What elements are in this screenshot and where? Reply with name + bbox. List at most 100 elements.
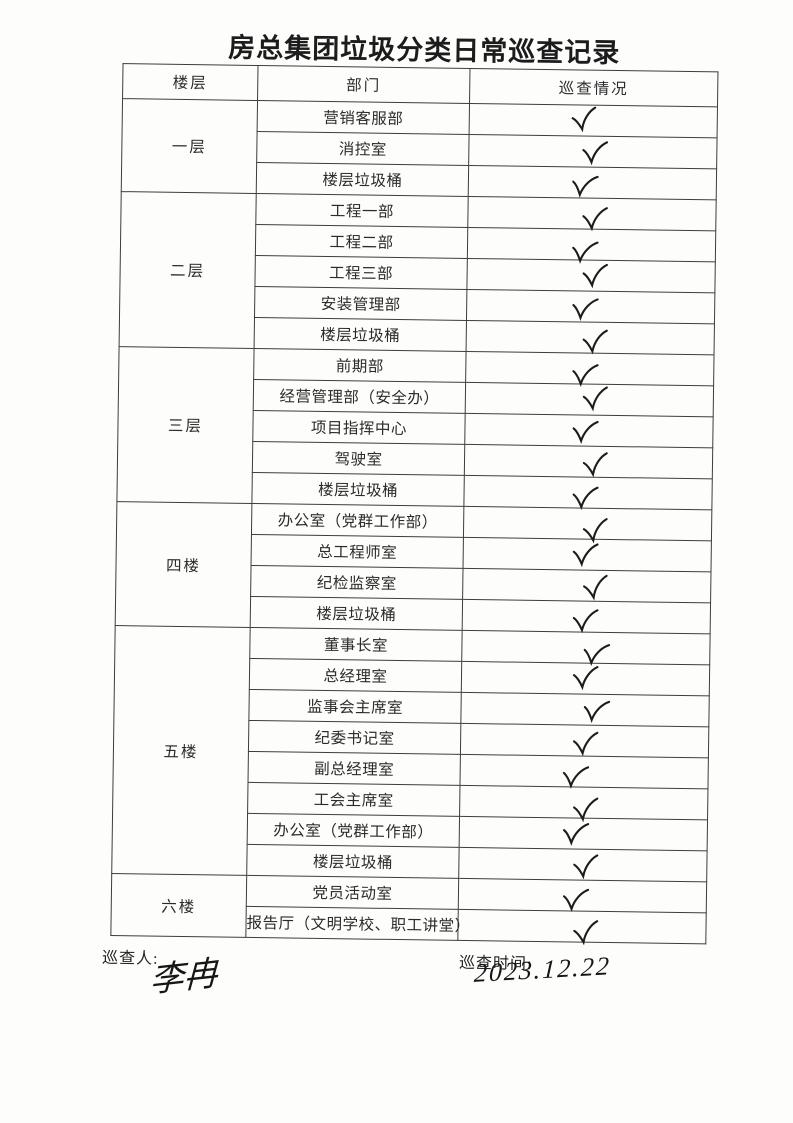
checkmark-icon xyxy=(568,294,599,322)
department-cell: 消控室 xyxy=(256,131,470,166)
checkmark-icon xyxy=(568,105,600,133)
department-cell: 驾驶室 xyxy=(252,441,465,476)
status-cell xyxy=(468,165,717,200)
checkmark-icon xyxy=(567,171,599,200)
department-cell: 纪委书记室 xyxy=(248,720,461,755)
table-row: 工程二部 xyxy=(120,223,716,264)
table-row: 办公室（党群工作部） xyxy=(112,812,708,851)
table-row: 总工程师室 xyxy=(116,533,712,572)
status-cell xyxy=(458,847,708,882)
status-cell xyxy=(458,878,707,913)
status-cell xyxy=(464,444,713,479)
floor-cell: 三层 xyxy=(116,346,255,504)
checkmark-icon xyxy=(568,360,599,388)
table-row: 纪检监察室 xyxy=(116,564,711,603)
status-cell xyxy=(465,351,715,388)
department-cell: 董事长室 xyxy=(249,627,463,662)
status-cell xyxy=(457,909,707,946)
checkmark-icon xyxy=(559,819,590,846)
checkmark-icon xyxy=(579,262,609,289)
status-cell xyxy=(461,630,711,667)
status-cell xyxy=(460,723,709,758)
department-cell: 副总经理室 xyxy=(248,751,461,786)
table-row: 楼层垃圾桶 xyxy=(112,843,708,882)
floor-cell: 六楼 xyxy=(110,873,247,938)
table-row: 楼层垃圾桶 xyxy=(119,316,715,355)
department-cell: 报告厅（文明学校、职工讲堂） xyxy=(245,906,471,941)
department-cell: 楼层垃圾桶 xyxy=(250,596,463,631)
table-row: 消控室 xyxy=(122,130,718,169)
department-cell: 经营管理部（安全办） xyxy=(253,379,466,414)
checkmark-icon xyxy=(569,484,599,511)
department-cell: 工会主席室 xyxy=(247,782,460,817)
checkmark-icon xyxy=(568,237,600,265)
table-row: 经营管理部（安全办） xyxy=(118,378,714,417)
scan-content: 房总集团垃圾分类日常巡查记录 楼层 部门 巡查情况 一层 营销客服部 消控室 楼层垃圾… xyxy=(101,30,727,1014)
header-floor: 楼层 xyxy=(122,63,259,101)
department-cell: 工程三部 xyxy=(254,255,468,290)
checkmark-icon xyxy=(579,573,611,601)
department-cell: 监事会主席室 xyxy=(248,689,462,724)
table-row: 五楼 董事长室 xyxy=(111,625,711,876)
department-cell: 总经理室 xyxy=(249,658,462,693)
floor-cell: 四楼 xyxy=(115,501,252,628)
status-cell xyxy=(462,568,711,603)
table-row: 工程三部 xyxy=(120,254,716,293)
checkmark-icon xyxy=(579,516,610,544)
checkmark-icon xyxy=(558,762,590,790)
checkmark-icon xyxy=(579,696,611,724)
table-row: 副总经理室 xyxy=(113,750,709,790)
table-row: 驾驶室 xyxy=(117,440,713,479)
status-cell xyxy=(459,816,708,851)
checkmark-icon xyxy=(570,665,599,691)
table-row: 六楼 党员活动室 xyxy=(110,873,707,938)
checkmark-icon xyxy=(579,385,609,412)
inspection-table-body: 一层 营销客服部 消控室 楼层垃圾桶 二层 工程一部 工程二部 工程三部 安装管理部 楼层垃圾桶三… xyxy=(110,98,718,946)
department-cell: 办公室（党群工作部） xyxy=(251,503,464,538)
department-cell: 安装管理部 xyxy=(254,286,467,321)
checkmark-icon xyxy=(569,541,599,568)
table-row: 四楼 办公室（党群工作部） xyxy=(115,501,712,628)
table-row: 纪委书记室 xyxy=(113,719,709,758)
department-cell: 党员活动室 xyxy=(246,875,459,910)
floor-cell: 二层 xyxy=(119,191,257,349)
checkmark-icon xyxy=(570,919,601,946)
header-department: 部门 xyxy=(257,65,470,104)
checkmark-icon xyxy=(579,206,608,232)
checkmark-icon xyxy=(570,730,600,757)
status-cell xyxy=(463,537,712,572)
checkmark-icon xyxy=(569,418,600,445)
status-cell xyxy=(461,661,710,696)
status-cell xyxy=(459,754,709,790)
table-row: 报告厅（文明学校、职工讲堂） xyxy=(111,905,707,946)
status-cell xyxy=(462,599,711,634)
department-cell: 项目指挥中心 xyxy=(252,410,466,445)
department-cell: 总工程师室 xyxy=(251,534,464,569)
table-row: 楼层垃圾桶 xyxy=(121,161,717,200)
status-cell xyxy=(459,785,708,823)
department-cell: 纪检监察室 xyxy=(250,565,464,600)
status-cell xyxy=(467,227,716,264)
status-cell xyxy=(466,320,715,355)
table-row: 项目指挥中心 xyxy=(118,409,714,448)
department-cell: 营销客服部 xyxy=(257,100,470,135)
status-cell xyxy=(469,103,718,138)
table-row: 楼层垃圾桶 xyxy=(115,595,711,634)
status-cell xyxy=(466,258,716,293)
header-status: 巡查情况 xyxy=(469,68,718,107)
department-cell: 办公室（党群工作部） xyxy=(247,813,460,848)
checkmark-icon xyxy=(570,853,600,880)
status-cell xyxy=(468,134,718,169)
department-cell: 楼层垃圾桶 xyxy=(246,844,460,879)
department-cell: 前期部 xyxy=(253,348,467,383)
checkmark-icon xyxy=(579,639,611,668)
table-row: 三层 前期部 xyxy=(116,346,715,504)
inspection-date: 2023.12.22 xyxy=(473,951,612,988)
status-cell xyxy=(463,475,713,511)
table-row: 二层 工程一部 xyxy=(119,191,717,349)
status-cell xyxy=(467,196,717,232)
document-footer: 巡查人: 李冉 巡查时间: 2023.12.22 xyxy=(101,936,705,1014)
status-cell xyxy=(463,506,712,544)
table-row: 监事会主席室 xyxy=(114,688,710,727)
